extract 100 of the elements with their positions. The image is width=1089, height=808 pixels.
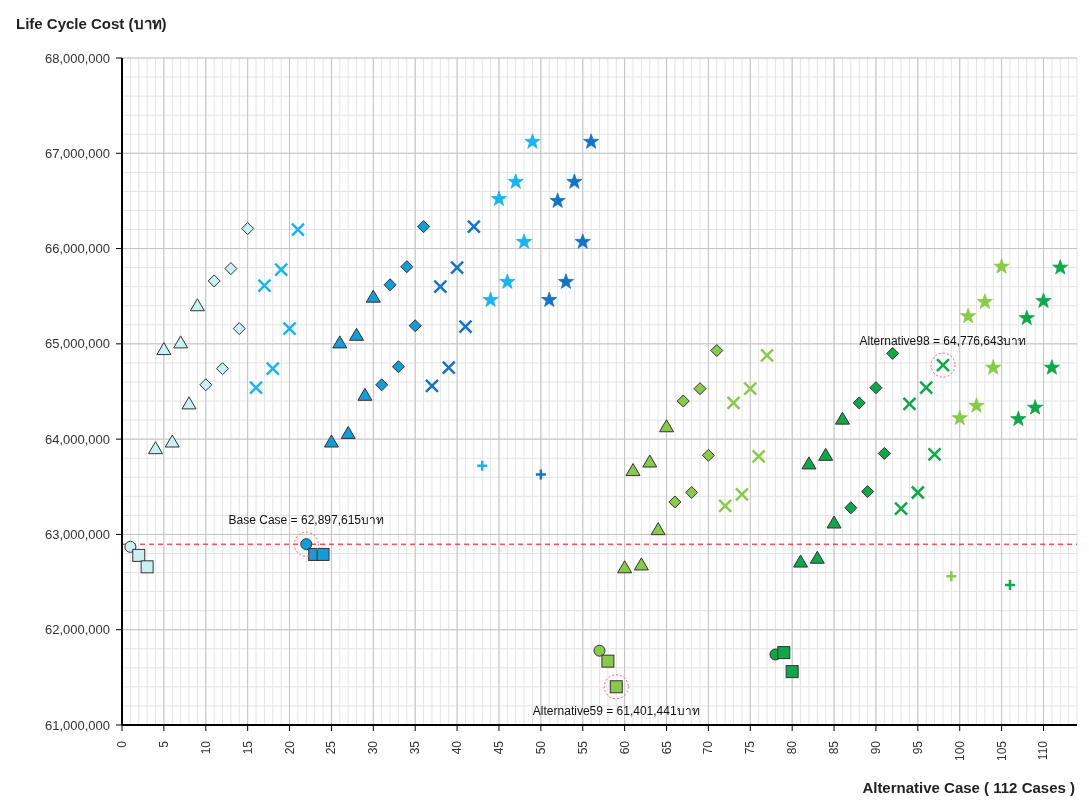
point xyxy=(549,192,566,208)
point xyxy=(124,540,137,553)
x-tick-label: 90 xyxy=(868,740,883,755)
point xyxy=(441,360,456,375)
point xyxy=(290,222,306,237)
point xyxy=(273,262,289,277)
x-tick-label: 95 xyxy=(910,740,925,755)
point xyxy=(433,279,448,294)
point xyxy=(375,378,389,392)
x-tick-label: 15 xyxy=(240,740,255,755)
point xyxy=(524,133,541,149)
point xyxy=(417,220,431,234)
point xyxy=(927,447,942,462)
point xyxy=(751,449,766,464)
point xyxy=(156,342,172,356)
point xyxy=(1043,359,1060,375)
point xyxy=(566,173,583,189)
point xyxy=(826,515,842,529)
point xyxy=(164,434,180,448)
point xyxy=(625,463,641,477)
annotation: Alternative98 = 64,776,643บาท xyxy=(859,334,1027,349)
point xyxy=(642,454,658,468)
point xyxy=(617,560,633,574)
x-axis-title: Alternative Case ( 112 Cases ) xyxy=(862,779,1075,796)
point xyxy=(726,395,741,411)
x-tick-label: 80 xyxy=(785,740,800,755)
point xyxy=(818,447,834,461)
point xyxy=(265,361,281,376)
point xyxy=(701,448,715,462)
point xyxy=(1018,309,1035,325)
x-tick-label: 25 xyxy=(324,740,339,755)
point xyxy=(458,319,473,334)
point xyxy=(466,219,482,234)
y-tick-label: 64,000,000 xyxy=(44,431,110,447)
point xyxy=(424,378,440,394)
point xyxy=(232,322,246,336)
x-tick-label: 100 xyxy=(952,740,967,762)
point xyxy=(809,550,825,564)
x-tick-label: 110 xyxy=(1036,740,1051,761)
point xyxy=(685,486,699,499)
point xyxy=(541,291,558,307)
x-tick-label: 60 xyxy=(617,740,632,755)
point xyxy=(357,387,373,401)
x-tick-label: 70 xyxy=(701,740,716,755)
point xyxy=(945,570,958,583)
x-tick-label: 75 xyxy=(743,740,758,755)
point xyxy=(668,495,682,509)
point xyxy=(877,446,891,460)
y-tick-label: 65,000,000 xyxy=(44,336,110,352)
point xyxy=(1010,410,1027,426)
point xyxy=(886,346,900,360)
point xyxy=(601,654,615,668)
point xyxy=(148,441,164,455)
point xyxy=(693,382,707,396)
point xyxy=(852,396,866,410)
point xyxy=(793,554,809,568)
point xyxy=(743,381,758,396)
point xyxy=(224,262,238,276)
y-tick-label: 66,000,000 xyxy=(44,241,110,257)
x-tick-label: 55 xyxy=(575,740,590,755)
point xyxy=(132,548,146,562)
point xyxy=(349,327,365,341)
x-tick-label: 20 xyxy=(282,740,297,755)
point xyxy=(332,335,348,349)
point xyxy=(1035,292,1052,308)
point xyxy=(910,485,926,500)
point xyxy=(391,360,405,374)
x-tick-label: 40 xyxy=(450,740,465,755)
point xyxy=(323,434,339,448)
point xyxy=(759,348,775,363)
point xyxy=(557,273,574,289)
annotation: Base Case = 62,897,615บาท xyxy=(228,513,385,528)
y-tick-label: 63,000,000 xyxy=(44,526,110,542)
point xyxy=(507,173,524,189)
x-tick-label: 30 xyxy=(366,740,381,755)
point xyxy=(490,190,507,206)
point xyxy=(241,222,255,236)
point xyxy=(316,547,330,561)
x-tick-label: 35 xyxy=(408,740,423,755)
y-tick-label: 67,000,000 xyxy=(44,145,110,161)
point xyxy=(893,501,909,516)
point xyxy=(248,380,264,395)
point xyxy=(834,411,850,425)
point xyxy=(659,419,675,433)
point xyxy=(475,459,489,473)
point xyxy=(499,273,516,289)
point xyxy=(365,289,381,303)
point xyxy=(869,381,883,395)
x-tick-label: 65 xyxy=(659,740,674,755)
point xyxy=(785,665,799,679)
point xyxy=(968,397,985,413)
point xyxy=(951,409,968,426)
point xyxy=(207,274,221,288)
point xyxy=(717,498,733,514)
x-tick-label: 50 xyxy=(533,740,548,755)
point xyxy=(181,396,197,410)
point xyxy=(1003,578,1017,592)
y-tick-label: 61,000,000 xyxy=(44,717,110,733)
point xyxy=(650,522,666,536)
x-tick-label: 0 xyxy=(115,740,129,748)
